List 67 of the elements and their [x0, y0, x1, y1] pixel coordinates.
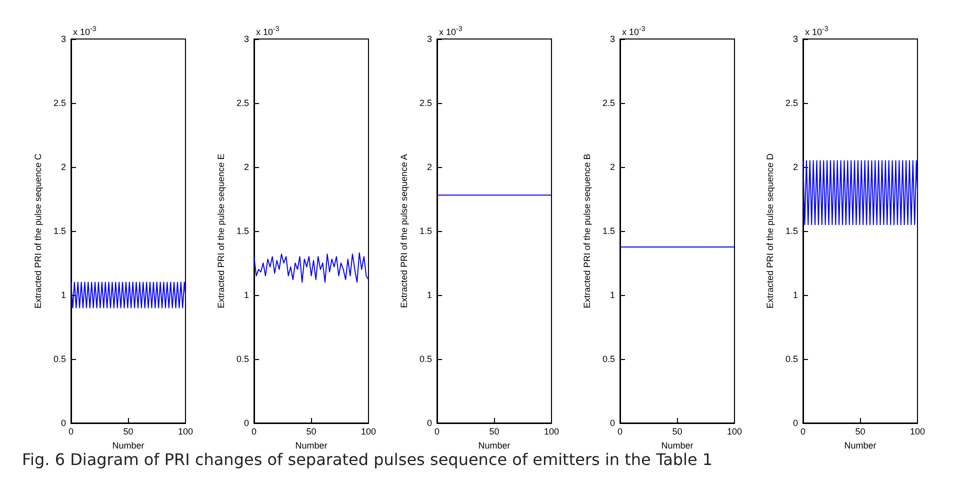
y-tick-label: 3 — [60, 34, 66, 44]
y-tick-label: 3 — [426, 34, 432, 44]
y-tick-label: 2 — [610, 162, 615, 172]
y-axis-title: Extracted PRI of the pulse sequence B — [582, 154, 592, 308]
y-axis-title: Extracted PRI of the pulse sequence C — [33, 152, 44, 309]
y-tick-label: 1.5 — [602, 226, 615, 236]
y-axis-title: Extracted PRI of the pulse sequence A — [399, 154, 410, 308]
x-tick-label: 50 — [123, 426, 134, 436]
x-axis-title: Number — [478, 440, 510, 450]
y-tick-label: 2 — [792, 162, 798, 172]
y-tick-label: 1.5 — [785, 226, 798, 236]
x-axis-title: Number — [295, 440, 328, 450]
y-tick-label: 0.5 — [53, 354, 66, 364]
y-axis-title: Extracted PRI of the pulse sequence E — [216, 154, 226, 308]
x-tick-label: 100 — [178, 426, 194, 436]
x-tick-label: 0 — [800, 426, 806, 436]
x-tick-label: 0 — [251, 426, 257, 436]
y-tick-label: 2.5 — [53, 98, 66, 108]
y-tick-label: 3 — [792, 34, 798, 44]
caption: Fig. 6 Diagram of PRI changes of separated pulses sequence of emitters in the Table 1 — [22, 450, 713, 469]
y-tick-label: 1 — [60, 290, 66, 300]
y-tick-label: 2.5 — [785, 98, 798, 108]
x-axis-title: Number — [844, 440, 876, 450]
y-tick-label: 0 — [792, 418, 798, 428]
y-tick-label: 3 — [244, 34, 249, 44]
text: x 10$^{-3}$ — [439, 26, 462, 37]
x-tick-label: 50 — [672, 426, 682, 436]
y-tick-label: 0.5 — [602, 354, 615, 364]
y-axis-title: Extracted PRI of the pulse sequence D — [765, 152, 776, 309]
y-tick-label: 0 — [244, 418, 249, 428]
x-tick-label: 50 — [489, 426, 500, 436]
x-tick-label: 100 — [726, 426, 742, 436]
y-tick-label: 0 — [610, 418, 615, 428]
y-tick-label: 2 — [426, 162, 432, 172]
y-tick-label: 1 — [610, 290, 615, 300]
y-tick-label: 1 — [792, 290, 798, 300]
line-series — [254, 252, 369, 283]
text: x 10$^{-3}$ — [622, 26, 646, 37]
y-tick-label: 1 — [244, 290, 249, 300]
text: x 10$^{-3}$ — [73, 26, 96, 37]
text: x 10$^{-3}$ — [256, 26, 280, 37]
y-tick-label: 0.5 — [236, 354, 249, 364]
x-tick-label: 0 — [68, 426, 74, 436]
y-tick-label: 2 — [60, 162, 66, 172]
x-tick-label: 100 — [360, 426, 376, 436]
y-tick-label: 2.5 — [236, 98, 249, 108]
x-tick-label: 100 — [544, 426, 560, 436]
y-tick-label: 2 — [244, 162, 249, 172]
x-axis-title: Number — [112, 440, 144, 450]
y-tick-label: 1 — [426, 290, 432, 300]
x-tick-label: 50 — [855, 426, 866, 436]
x-tick-label: 0 — [617, 426, 623, 436]
x-axis-title: Number — [661, 440, 694, 450]
x-tick-label: 100 — [910, 426, 926, 436]
x-tick-label: 0 — [434, 426, 440, 436]
x-tick-label: 50 — [306, 426, 316, 436]
y-tick-label: 0.5 — [785, 354, 798, 364]
y-tick-label: 1.5 — [419, 226, 432, 236]
y-tick-label: 0 — [426, 418, 432, 428]
y-tick-label: 2.5 — [419, 98, 432, 108]
text: x 10$^{-3}$ — [805, 26, 828, 37]
y-tick-label: 0.5 — [419, 354, 432, 364]
y-tick-label: 2.5 — [602, 98, 615, 108]
y-tick-label: 3 — [610, 34, 615, 44]
y-tick-label: 1.5 — [236, 226, 249, 236]
y-tick-label: 0 — [60, 418, 66, 428]
y-tick-label: 1.5 — [53, 226, 66, 236]
